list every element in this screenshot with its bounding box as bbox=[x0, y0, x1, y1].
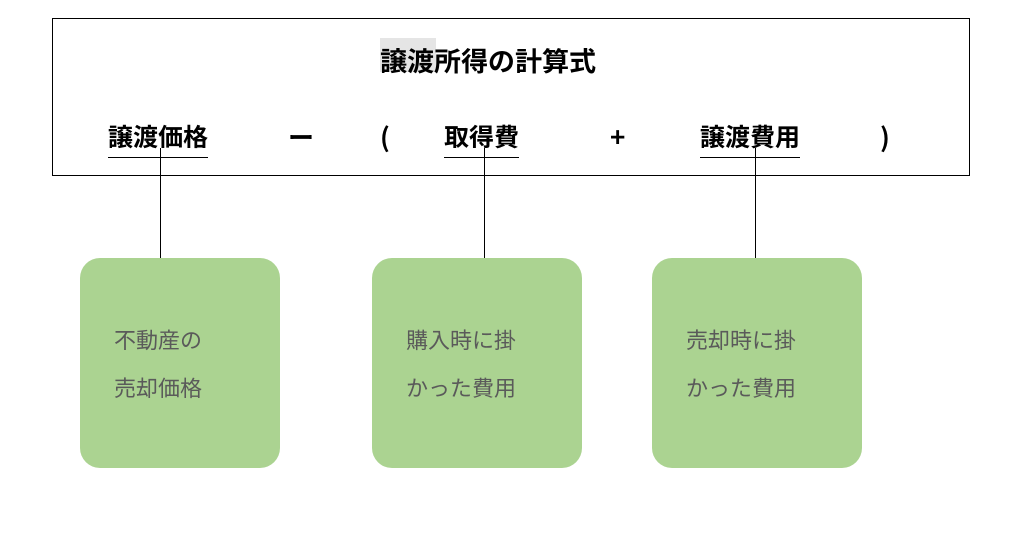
diagram-title: 譲渡所得の計算式 bbox=[380, 40, 596, 79]
formula-operator-0: ー bbox=[288, 118, 314, 155]
formula-operator-3: ) bbox=[880, 118, 890, 155]
callout-line: 売却価格 bbox=[114, 363, 202, 411]
arrow-line-0 bbox=[160, 148, 161, 264]
callout-transfer_price_desc: 不動産の売却価格 bbox=[80, 258, 280, 468]
callout-line: かった費用 bbox=[686, 363, 796, 411]
callout-line: かった費用 bbox=[406, 363, 516, 411]
formula-operator-2: + bbox=[610, 118, 625, 155]
formula-term-acquisition_cost: 取得費 bbox=[444, 118, 519, 154]
callout-line: 購入時に掛 bbox=[406, 315, 516, 363]
formula-term-transfer_expense: 譲渡費用 bbox=[700, 118, 800, 154]
callout-acquisition_cost_desc: 購入時に掛かった費用 bbox=[372, 258, 582, 468]
formula-term-transfer_price: 譲渡価格 bbox=[108, 118, 208, 154]
arrow-line-2 bbox=[755, 148, 756, 264]
callout-line: 不動産の bbox=[114, 315, 202, 363]
callout-transfer_expense_desc: 売却時に掛かった費用 bbox=[652, 258, 862, 468]
arrow-line-1 bbox=[484, 148, 485, 264]
callout-line: 売却時に掛 bbox=[686, 315, 796, 363]
formula-operator-1: ( bbox=[380, 118, 390, 155]
